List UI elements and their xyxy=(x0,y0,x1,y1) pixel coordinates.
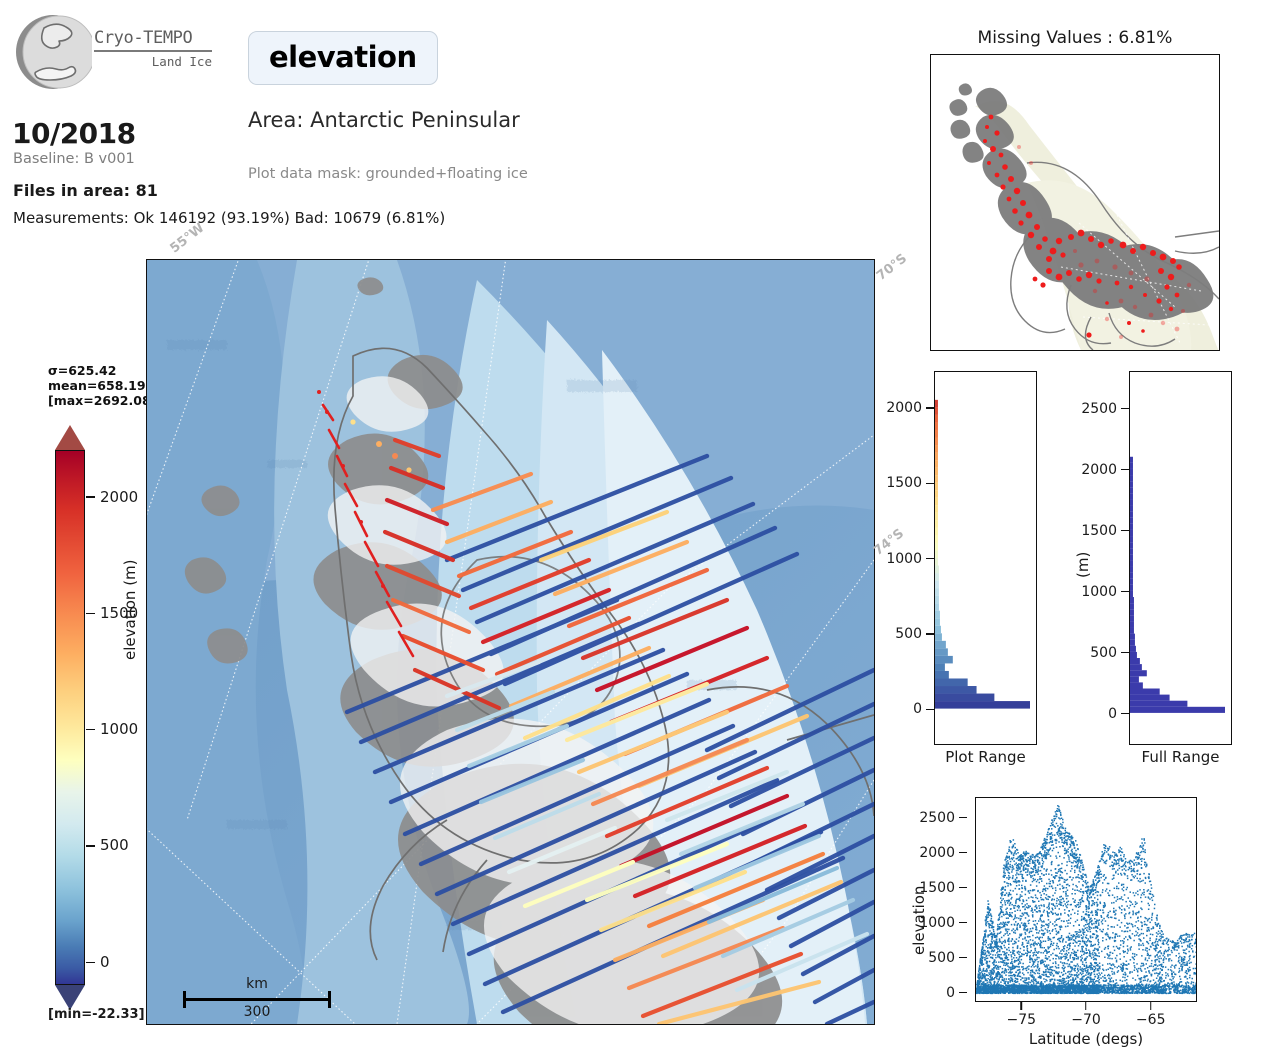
scatter-xtick: −65 xyxy=(1135,1002,1166,1028)
plot-range-histogram[interactable] xyxy=(934,371,1037,745)
scatter-ytick: 2000 xyxy=(907,845,967,861)
full-range-histogram[interactable] xyxy=(1129,371,1232,745)
histogram-ytick-label: 0 xyxy=(1108,705,1117,722)
colorbar-min: [min=-22.33] xyxy=(48,1007,145,1022)
colorbar-tick-label: 1500 xyxy=(100,603,139,622)
scale-bar-line xyxy=(183,998,331,1002)
histogram-ytick: 0 xyxy=(1067,706,1129,722)
plot-range-histogram-label: Plot Range xyxy=(945,748,1026,766)
colorbar-tick-label: 0 xyxy=(100,952,110,971)
colorbar-max: [max=2692.08] xyxy=(48,393,157,408)
elevation-latitude-scatter[interactable] xyxy=(975,797,1197,1002)
scatter-xtick-label: −70 xyxy=(1071,1012,1101,1028)
colorbar-tick-2000: 2000 xyxy=(86,488,138,506)
missing-values-title: Missing Values : 6.81% xyxy=(977,28,1173,48)
colorbar-tick-0: 0 xyxy=(86,953,110,971)
measurements-label: Measurements: Ok 146192 (93.19%) Bad: 10… xyxy=(13,209,446,227)
histogram-ytick: 1000 xyxy=(872,551,934,567)
date-label: 10/2018 xyxy=(12,117,136,150)
histogram-ytick-label: 1000 xyxy=(886,550,922,567)
histogram-ytick-label: 1000 xyxy=(1081,583,1117,600)
scale-bar-cap-right xyxy=(328,991,332,1008)
scatter-ytick-label: 2000 xyxy=(919,844,955,861)
scatter-ytick: 1000 xyxy=(907,915,967,931)
scatter-ytick-label: 1500 xyxy=(919,879,955,896)
scatter-ytick: 1500 xyxy=(907,880,967,896)
histogram-ytick: 2500 xyxy=(1067,401,1129,417)
colorbar-tick-1000: 1000 xyxy=(86,720,138,738)
histogram-ytick: 1500 xyxy=(872,475,934,491)
scatter-ytick-label: 1000 xyxy=(919,914,955,931)
files-in-area-label: Files in area: 81 xyxy=(13,181,158,200)
colorbar-under-arrow xyxy=(55,985,85,1010)
histogram-ytick: 0 xyxy=(872,701,934,717)
scatter-xlabel: Latitude (degs) xyxy=(1028,1030,1144,1048)
histogram-ytick: 500 xyxy=(1067,645,1129,661)
histogram-ytick-label: 2000 xyxy=(1081,461,1117,478)
histogram-ytick-label: 2500 xyxy=(1081,400,1117,417)
scatter-ytick: 0 xyxy=(907,985,967,1001)
colorbar-mean: mean=658.19 xyxy=(48,378,146,393)
full-range-histogram-label: Full Range xyxy=(1141,748,1220,766)
parameter-badge[interactable]: elevation xyxy=(248,31,438,85)
scatter-xtick-label: −75 xyxy=(1006,1012,1037,1028)
colorbar-tick-1500: 1500 xyxy=(86,604,138,622)
scale-bar-cap-left xyxy=(183,991,187,1008)
scatter-ytick: 500 xyxy=(907,950,967,966)
histogram-ytick: 500 xyxy=(872,626,934,642)
colorbar-axis-label: elevation (m) xyxy=(121,559,139,660)
logo-title: Cryo-TEMPO xyxy=(94,28,193,48)
colorbar xyxy=(55,425,85,1010)
missing-values-map[interactable] xyxy=(930,54,1220,351)
histogram-ytick-label: 1500 xyxy=(886,475,922,492)
scatter-xtick-label: −65 xyxy=(1135,1012,1166,1028)
colorbar-tick-500: 500 xyxy=(86,836,129,854)
scatter-ytick: 2500 xyxy=(907,810,967,826)
scale-bar-length: 300 xyxy=(243,1004,271,1020)
logo-subtitle: Land Ice xyxy=(151,53,212,69)
histogram-ytick: 1000 xyxy=(1067,584,1129,600)
colorbar-sigma: σ=625.42 xyxy=(48,363,117,378)
cryo-tempo-logo: Cryo-TEMPO Land Ice xyxy=(14,6,214,102)
scatter-xtick: −75 xyxy=(1006,1002,1037,1028)
scatter-ytick-label: 2500 xyxy=(919,809,955,826)
histogram-ytick-label: 500 xyxy=(1090,644,1117,661)
graticule-label: 70°S xyxy=(873,251,910,284)
scatter-ytick-label: 500 xyxy=(928,949,955,966)
globe-icon xyxy=(16,15,96,89)
full-range-histogram-ylabel: (m) xyxy=(1074,551,1092,578)
colorbar-tick-label: 1000 xyxy=(100,720,139,739)
colorbar-gradient xyxy=(55,450,85,985)
colorbar-stats: σ=625.42 mean=658.19 [max=2692.08] xyxy=(48,363,156,408)
colorbar-tick-label: 2000 xyxy=(100,487,139,506)
histogram-ytick: 2000 xyxy=(1067,462,1129,478)
histogram-ytick-label: 1500 xyxy=(1081,522,1117,539)
scatter-xtick: −70 xyxy=(1071,1002,1101,1028)
area-label: Area: Antarctic Peninsular xyxy=(248,108,520,132)
colorbar-tick-label: 500 xyxy=(100,836,129,855)
histogram-ytick: 2000 xyxy=(872,400,934,416)
histogram-ytick-label: 500 xyxy=(895,626,922,643)
plot-data-mask-label: Plot data mask: grounded+floating ice xyxy=(248,166,528,182)
main-map[interactable] xyxy=(146,259,875,1025)
histogram-ytick: 1500 xyxy=(1067,523,1129,539)
scatter-ylabel: elevation xyxy=(910,885,928,955)
histogram-ytick-label: 2000 xyxy=(886,400,922,417)
logo-divider xyxy=(94,50,212,52)
histogram-ytick-label: 0 xyxy=(913,701,922,718)
colorbar-over-arrow xyxy=(55,425,85,450)
baseline-label: Baseline: B v001 xyxy=(13,151,135,167)
parameter-badge-label: elevation xyxy=(269,40,417,74)
scale-bar-unit: km xyxy=(246,976,268,992)
scatter-ytick-label: 0 xyxy=(946,984,955,1001)
